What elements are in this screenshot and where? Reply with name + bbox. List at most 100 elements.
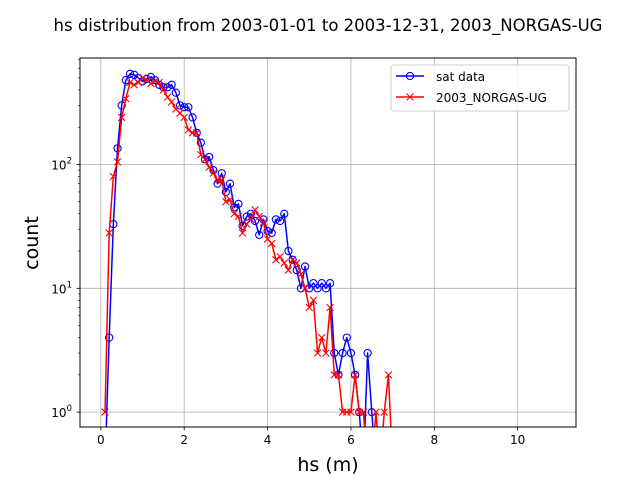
data-point-x <box>226 195 234 204</box>
data-point-x <box>276 252 284 261</box>
data-point-circle <box>242 212 251 221</box>
data-point-x <box>234 212 243 221</box>
data-point-circle <box>167 80 176 89</box>
legend-label-sat-data: sat data <box>436 70 485 84</box>
data-point-circle <box>246 209 256 218</box>
x-tick-label: 8 <box>430 433 438 447</box>
data-point-circle <box>125 69 135 78</box>
data-point-x <box>317 333 326 342</box>
data-point-circle <box>300 262 310 271</box>
data-point-x <box>209 169 218 178</box>
data-point-circle <box>267 228 276 238</box>
data-point-circle <box>175 101 185 110</box>
data-point-circle <box>346 348 356 358</box>
data-point-circle <box>117 101 126 110</box>
data-point-x <box>151 77 159 86</box>
data-point-circle <box>284 246 293 256</box>
data-point-circle <box>200 155 210 164</box>
data-point-circle <box>171 88 181 97</box>
data-point-circle <box>338 348 347 358</box>
series-layer <box>101 69 393 427</box>
data-point-circle <box>363 348 372 358</box>
data-point-circle <box>321 284 331 293</box>
data-point-x <box>322 349 330 357</box>
y-tick-exponent: 0 <box>67 404 72 414</box>
data-point-circle <box>271 215 281 224</box>
data-point-x <box>155 78 163 87</box>
data-point-circle <box>196 138 206 147</box>
x-tick-label: 10 <box>510 433 525 447</box>
data-point-circle <box>150 75 160 85</box>
data-point-circle <box>263 226 272 236</box>
data-point-circle <box>234 199 243 209</box>
grid-layer <box>80 58 576 427</box>
chart-title: hs distribution from 2003-01-01 to 2003-… <box>54 16 603 36</box>
data-point-circle <box>325 279 335 288</box>
data-point-x <box>230 209 239 218</box>
data-point-x <box>192 129 201 137</box>
data-point-circle <box>105 333 114 342</box>
data-point-x <box>126 78 134 87</box>
data-point-circle <box>317 279 326 288</box>
data-point-circle <box>113 144 122 153</box>
data-point-x <box>351 371 359 379</box>
data-point-circle <box>292 266 301 275</box>
data-point-x <box>205 163 213 172</box>
data-point-circle <box>280 209 289 218</box>
data-point-x <box>222 197 230 206</box>
legend-box <box>390 64 570 112</box>
data-point-x <box>288 255 297 264</box>
data-point-circle <box>255 230 264 240</box>
legend-marker-x <box>406 93 414 101</box>
data-point-circle <box>163 83 172 92</box>
data-point-circle <box>205 152 214 162</box>
data-point-x <box>384 371 393 379</box>
y-tick-exponent: 2 <box>67 156 72 166</box>
data-point-x <box>122 94 130 103</box>
data-point-x <box>380 408 389 416</box>
data-point-circle <box>313 284 322 293</box>
data-point-x <box>255 212 264 221</box>
data-point-x <box>359 408 368 416</box>
data-point-circle <box>309 279 318 288</box>
y-tick-exponent: 1 <box>67 280 72 290</box>
data-point-x <box>147 79 155 88</box>
data-point-circle <box>180 103 189 112</box>
x-tick-label: 4 <box>264 433 272 447</box>
data-point-x <box>159 86 168 94</box>
data-point-circle <box>188 113 197 122</box>
data-point-x <box>259 218 268 227</box>
data-point-x <box>113 158 122 166</box>
legend-label-norgas-ug: 2003_NORGAS-UG <box>436 91 547 105</box>
data-point-circle <box>221 187 231 197</box>
data-point-x <box>267 239 276 248</box>
series-clip-group <box>101 69 393 427</box>
data-point-x <box>305 303 314 312</box>
data-point-x <box>326 303 334 312</box>
x-tick-label: 0 <box>97 433 105 447</box>
data-point-x <box>309 296 318 305</box>
data-point-x <box>372 408 380 416</box>
data-point-circle <box>184 103 193 112</box>
data-point-x <box>217 176 226 184</box>
data-point-circle <box>288 255 297 264</box>
data-point-x <box>138 74 147 82</box>
data-point-x <box>130 81 138 89</box>
data-point-x <box>109 172 118 181</box>
x-tick-label: 6 <box>347 433 355 447</box>
data-point-x <box>297 270 305 278</box>
data-point-x <box>167 98 176 106</box>
data-point-circle <box>250 216 260 226</box>
data-point-x <box>313 349 322 357</box>
data-point-circle <box>342 333 351 342</box>
data-point-x <box>334 371 343 379</box>
data-point-x <box>117 113 126 122</box>
plot-frame <box>79 57 577 428</box>
data-point-circle <box>155 80 164 89</box>
x-axis-label: hs (m) <box>297 454 358 476</box>
data-point-x <box>180 113 188 122</box>
data-point-x <box>247 215 255 224</box>
data-point-x <box>101 408 109 416</box>
